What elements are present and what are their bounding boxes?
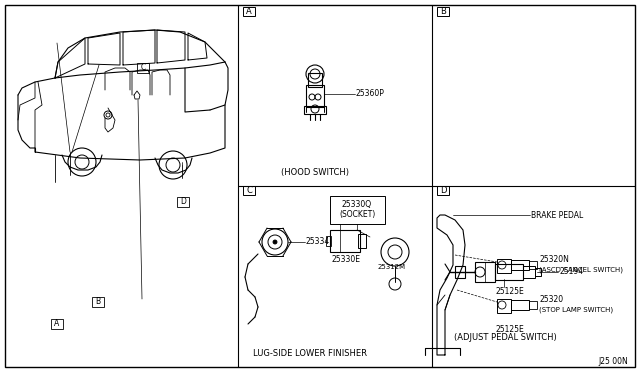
Bar (243, 7, 255, 16)
Text: 25330Q: 25330Q (342, 201, 372, 209)
Text: 25194: 25194 (559, 267, 583, 276)
Bar (497, 299, 511, 313)
Text: 25360P: 25360P (356, 90, 385, 99)
Text: 25330E: 25330E (332, 254, 361, 263)
Bar (529, 301, 537, 309)
Text: 25125E: 25125E (495, 324, 524, 334)
Bar (511, 260, 529, 270)
Bar (475, 262, 495, 282)
Bar (92, 297, 104, 307)
Text: J25 00N: J25 00N (598, 357, 628, 366)
Bar (535, 268, 541, 276)
Bar (330, 196, 385, 224)
Bar (51, 319, 63, 329)
Text: B: B (440, 7, 446, 16)
Circle shape (273, 240, 277, 244)
Text: A: A (246, 7, 252, 16)
Text: D: D (180, 198, 186, 206)
Text: 25312M: 25312M (378, 264, 406, 270)
Text: 25334: 25334 (306, 237, 330, 247)
Text: 25125E: 25125E (495, 286, 524, 295)
Text: (SOCKET): (SOCKET) (339, 209, 375, 218)
Text: A: A (54, 320, 60, 328)
Bar (243, 186, 255, 195)
Text: (ASCD CANCEL SWITCH): (ASCD CANCEL SWITCH) (539, 267, 623, 273)
Bar (326, 236, 331, 246)
Text: LUG-SIDE LOWER FINISHER: LUG-SIDE LOWER FINISHER (253, 350, 367, 359)
Text: 25320: 25320 (539, 295, 563, 305)
Bar (177, 197, 189, 207)
Text: C: C (246, 186, 252, 195)
Bar (308, 73, 322, 87)
Bar (455, 266, 465, 278)
Text: D: D (440, 186, 446, 195)
Bar (511, 300, 529, 310)
Text: 25320N: 25320N (539, 256, 569, 264)
Text: C: C (140, 64, 146, 73)
Bar (529, 261, 537, 269)
Text: (HOOD SWITCH): (HOOD SWITCH) (281, 167, 349, 176)
Bar (137, 63, 149, 73)
Text: (ADJUST PEDAL SWITCH): (ADJUST PEDAL SWITCH) (454, 333, 556, 341)
Text: (STOP LAMP SWITCH): (STOP LAMP SWITCH) (539, 307, 613, 313)
Bar (495, 264, 523, 280)
Bar (437, 186, 449, 195)
Bar (497, 259, 511, 273)
Bar (330, 230, 360, 252)
Bar (437, 7, 449, 16)
Text: B: B (95, 298, 100, 307)
Bar (304, 106, 326, 114)
Bar (358, 234, 366, 248)
Bar (523, 266, 535, 278)
Bar (306, 85, 324, 107)
Text: BRAKE PEDAL: BRAKE PEDAL (531, 211, 583, 219)
